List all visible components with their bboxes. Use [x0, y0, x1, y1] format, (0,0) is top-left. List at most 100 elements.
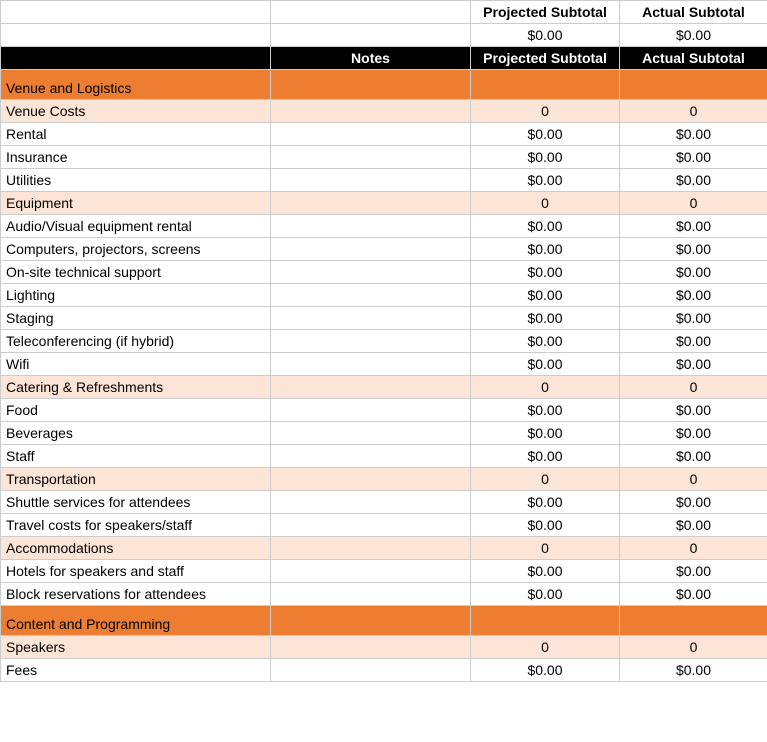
projected-cell[interactable]: $0.00: [471, 284, 620, 307]
blank-cell[interactable]: [1, 24, 271, 47]
actual-cell[interactable]: $0.00: [620, 583, 767, 606]
item-label[interactable]: Rental: [1, 123, 271, 146]
projected-cell[interactable]: $0.00: [471, 353, 620, 376]
blank-cell[interactable]: [1, 1, 271, 24]
notes-cell[interactable]: [271, 491, 471, 514]
notes-cell[interactable]: [271, 215, 471, 238]
section-label[interactable]: Content and Programming: [1, 606, 271, 636]
notes-header[interactable]: Notes: [271, 47, 471, 70]
notes-cell[interactable]: [271, 583, 471, 606]
notes-cell[interactable]: [271, 636, 471, 659]
actual-cell[interactable]: 0: [620, 468, 767, 491]
item-label[interactable]: Staff: [1, 445, 271, 468]
notes-cell[interactable]: [271, 422, 471, 445]
projected-cell[interactable]: 0: [471, 376, 620, 399]
actual-cell[interactable]: 0: [620, 100, 767, 123]
actual-cell[interactable]: $0.00: [620, 353, 767, 376]
projected-header[interactable]: Projected Subtotal: [471, 47, 620, 70]
actual-cell[interactable]: $0.00: [620, 215, 767, 238]
projected-cell[interactable]: $0.00: [471, 445, 620, 468]
actual-cell[interactable]: $0.00: [620, 399, 767, 422]
item-label[interactable]: Utilities: [1, 169, 271, 192]
notes-cell[interactable]: [271, 307, 471, 330]
item-label[interactable]: On-site technical support: [1, 261, 271, 284]
subcategory-label[interactable]: Transportation: [1, 468, 271, 491]
notes-cell[interactable]: [271, 169, 471, 192]
actual-cell[interactable]: $0.00: [620, 238, 767, 261]
projected-cell[interactable]: $0.00: [471, 422, 620, 445]
projected-cell[interactable]: $0.00: [471, 491, 620, 514]
subcategory-label[interactable]: Catering & Refreshments: [1, 376, 271, 399]
subcategory-label[interactable]: Equipment: [1, 192, 271, 215]
notes-cell[interactable]: [271, 376, 471, 399]
notes-cell[interactable]: [271, 445, 471, 468]
item-label[interactable]: Computers, projectors, screens: [1, 238, 271, 261]
notes-cell[interactable]: [271, 537, 471, 560]
actual-cell[interactable]: $0.00: [620, 491, 767, 514]
actual-cell[interactable]: 0: [620, 537, 767, 560]
section-act-cell[interactable]: [620, 606, 767, 636]
actual-cell[interactable]: $0.00: [620, 307, 767, 330]
item-label[interactable]: Audio/Visual equipment rental: [1, 215, 271, 238]
actual-cell[interactable]: $0.00: [620, 146, 767, 169]
section-proj-cell[interactable]: [471, 70, 620, 100]
item-label[interactable]: Fees: [1, 659, 271, 682]
notes-cell[interactable]: [271, 192, 471, 215]
actual-cell[interactable]: $0.00: [620, 422, 767, 445]
projected-cell[interactable]: $0.00: [471, 583, 620, 606]
actual-cell[interactable]: 0: [620, 636, 767, 659]
actual-subtotal-header[interactable]: Actual Subtotal: [620, 1, 767, 24]
subcategory-label[interactable]: Accommodations: [1, 537, 271, 560]
section-proj-cell[interactable]: [471, 606, 620, 636]
projected-cell[interactable]: $0.00: [471, 261, 620, 284]
actual-cell[interactable]: 0: [620, 192, 767, 215]
projected-subtotal-value[interactable]: $0.00: [471, 24, 620, 47]
actual-cell[interactable]: $0.00: [620, 284, 767, 307]
projected-cell[interactable]: 0: [471, 537, 620, 560]
projected-cell[interactable]: 0: [471, 468, 620, 491]
notes-cell[interactable]: [271, 353, 471, 376]
item-label[interactable]: Travel costs for speakers/staff: [1, 514, 271, 537]
projected-cell[interactable]: $0.00: [471, 399, 620, 422]
item-label[interactable]: Teleconferencing (if hybrid): [1, 330, 271, 353]
notes-cell[interactable]: [271, 146, 471, 169]
projected-cell[interactable]: 0: [471, 192, 620, 215]
projected-cell[interactable]: $0.00: [471, 659, 620, 682]
item-label[interactable]: Staging: [1, 307, 271, 330]
projected-cell[interactable]: $0.00: [471, 330, 620, 353]
section-act-cell[interactable]: [620, 70, 767, 100]
blank-header-cell[interactable]: [1, 47, 271, 70]
projected-cell[interactable]: $0.00: [471, 514, 620, 537]
item-label[interactable]: Shuttle services for attendees: [1, 491, 271, 514]
notes-cell[interactable]: [271, 261, 471, 284]
projected-cell[interactable]: $0.00: [471, 123, 620, 146]
blank-cell[interactable]: [271, 24, 471, 47]
projected-cell[interactable]: 0: [471, 636, 620, 659]
section-notes-cell[interactable]: [271, 606, 471, 636]
notes-cell[interactable]: [271, 284, 471, 307]
notes-cell[interactable]: [271, 100, 471, 123]
projected-cell[interactable]: 0: [471, 100, 620, 123]
subcategory-label[interactable]: Venue Costs: [1, 100, 271, 123]
actual-cell[interactable]: $0.00: [620, 123, 767, 146]
actual-subtotal-value[interactable]: $0.00: [620, 24, 767, 47]
item-label[interactable]: Food: [1, 399, 271, 422]
subcategory-label[interactable]: Speakers: [1, 636, 271, 659]
actual-cell[interactable]: $0.00: [620, 330, 767, 353]
item-label[interactable]: Beverages: [1, 422, 271, 445]
actual-header[interactable]: Actual Subtotal: [620, 47, 767, 70]
notes-cell[interactable]: [271, 659, 471, 682]
actual-cell[interactable]: $0.00: [620, 261, 767, 284]
projected-cell[interactable]: $0.00: [471, 146, 620, 169]
blank-cell[interactable]: [271, 1, 471, 24]
projected-cell[interactable]: $0.00: [471, 169, 620, 192]
notes-cell[interactable]: [271, 468, 471, 491]
actual-cell[interactable]: $0.00: [620, 445, 767, 468]
actual-cell[interactable]: $0.00: [620, 169, 767, 192]
actual-cell[interactable]: $0.00: [620, 560, 767, 583]
item-label[interactable]: Hotels for speakers and staff: [1, 560, 271, 583]
section-label[interactable]: Venue and Logistics: [1, 70, 271, 100]
notes-cell[interactable]: [271, 238, 471, 261]
actual-cell[interactable]: $0.00: [620, 514, 767, 537]
projected-cell[interactable]: $0.00: [471, 215, 620, 238]
